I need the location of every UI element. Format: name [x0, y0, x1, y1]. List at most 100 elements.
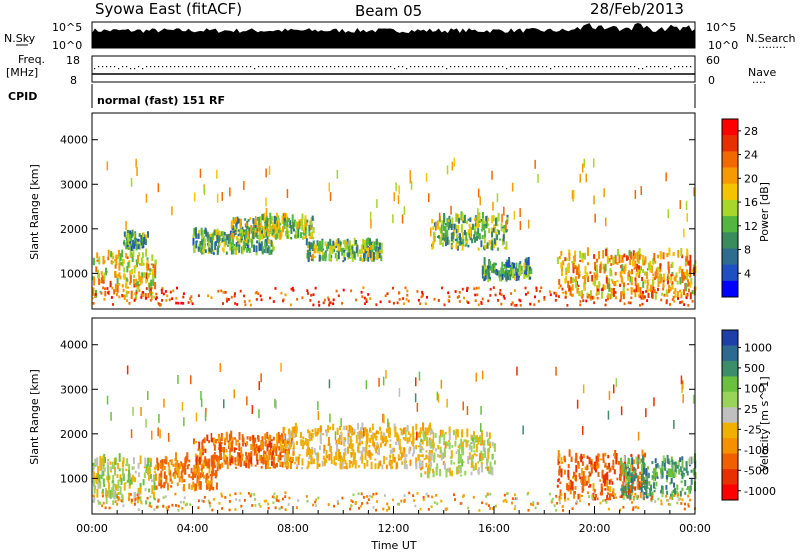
- echo-cell: [267, 245, 270, 248]
- echo-cell: [484, 220, 487, 224]
- echo-cell: [576, 266, 579, 274]
- echo-cell: [600, 483, 603, 491]
- echo-cell: [425, 454, 428, 460]
- echo-cell: [515, 275, 518, 282]
- echo-cell: [428, 449, 431, 455]
- echo-cell: [240, 239, 243, 243]
- nave-dot: [614, 66, 616, 68]
- echo-cell: [422, 422, 425, 431]
- echo-cell: [264, 222, 267, 229]
- echo-cell: [146, 266, 149, 272]
- echo-cell: [126, 256, 129, 259]
- echo-cell: [629, 485, 632, 493]
- power-cbar-label: Power [dB]: [758, 182, 771, 242]
- echo-cell: [500, 293, 503, 296]
- echo-cell: [187, 301, 190, 304]
- echo-cell: [420, 451, 423, 454]
- echo-cell: [206, 458, 209, 462]
- echo-cell: [267, 449, 270, 455]
- echo-cell: [235, 447, 238, 450]
- echo-cell: [249, 494, 252, 498]
- echo-cell: [637, 475, 640, 482]
- echo-cell: [465, 439, 468, 448]
- echo-cell: [443, 448, 446, 457]
- echo-cell: [343, 249, 346, 258]
- echo-cell: [296, 464, 299, 468]
- echo-cell: [152, 263, 155, 269]
- echo-cell: [689, 456, 692, 465]
- echo-cell: [486, 458, 489, 464]
- echo-cell: [369, 430, 372, 433]
- echo-cell: [610, 478, 613, 483]
- echo-cell: [678, 460, 681, 467]
- echo-cell: [619, 464, 622, 470]
- echo-cell: [258, 381, 260, 391]
- echo-cell: [102, 478, 105, 484]
- echo-cell: [539, 289, 541, 293]
- echo-cell: [312, 253, 314, 262]
- echo-cell: [307, 255, 310, 263]
- echo-cell: [222, 236, 225, 241]
- echo-cell: [237, 233, 240, 237]
- echo-cell: [158, 473, 161, 477]
- echo-cell: [280, 291, 283, 295]
- echo-cell: [432, 236, 435, 245]
- echo-cell: [263, 235, 266, 239]
- nave-dot: [586, 66, 588, 68]
- echo-cell: [121, 258, 124, 267]
- echo-cell: [578, 493, 581, 499]
- echo-cell: [328, 301, 331, 305]
- echo-cell: [416, 402, 419, 412]
- echo-cell: [332, 423, 335, 431]
- nave-dot: [254, 68, 256, 70]
- echo-cell: [277, 454, 280, 463]
- echo-cell: [601, 499, 604, 502]
- echo-cell: [527, 508, 530, 512]
- echo-cell: [125, 463, 128, 467]
- echo-cell: [481, 370, 484, 380]
- echo-cell: [462, 220, 465, 224]
- echo-cell: [371, 436, 374, 444]
- echo-cell: [685, 201, 688, 210]
- echo-cell: [284, 440, 287, 444]
- echo-cell: [295, 506, 298, 509]
- nave-dot: [186, 66, 188, 68]
- echo-cell: [551, 497, 554, 501]
- echo-cell: [111, 252, 114, 260]
- echo-cell: [565, 258, 568, 261]
- echo-cell: [372, 433, 375, 436]
- echo-cell: [132, 457, 135, 464]
- echo-cell: [184, 458, 187, 467]
- echo-cell: [158, 482, 161, 487]
- echo-cell: [481, 272, 484, 279]
- echo-cell: [679, 490, 682, 497]
- echo-cell: [503, 264, 506, 267]
- echo-cell: [351, 443, 354, 448]
- echo-cell: [611, 280, 614, 284]
- echo-cell: [142, 292, 145, 297]
- echo-cell: [107, 256, 110, 261]
- echo-cell: [477, 467, 480, 475]
- echo-cell: [692, 394, 695, 404]
- echo-cell: [633, 470, 636, 473]
- echo-cell: [305, 238, 308, 246]
- echo-cell: [553, 291, 556, 295]
- nave-dot: [686, 66, 688, 68]
- echo-cell: [227, 244, 229, 247]
- nave-dot: [122, 66, 124, 68]
- echo-cell: [259, 233, 261, 240]
- nave-dot: [662, 66, 664, 68]
- echo-cell: [496, 229, 499, 233]
- echo-cell: [315, 434, 317, 437]
- echo-cell: [137, 285, 140, 290]
- echo-cell: [243, 294, 245, 298]
- nave-dot: [338, 66, 340, 68]
- echo-cell: [639, 303, 641, 307]
- echo-cell: [522, 425, 524, 435]
- echo-cell: [350, 504, 353, 508]
- echo-cell: [622, 287, 625, 294]
- echo-cell: [220, 452, 222, 460]
- echo-cell: [145, 297, 147, 300]
- echo-cell: [192, 234, 195, 238]
- echo-cell: [136, 240, 139, 244]
